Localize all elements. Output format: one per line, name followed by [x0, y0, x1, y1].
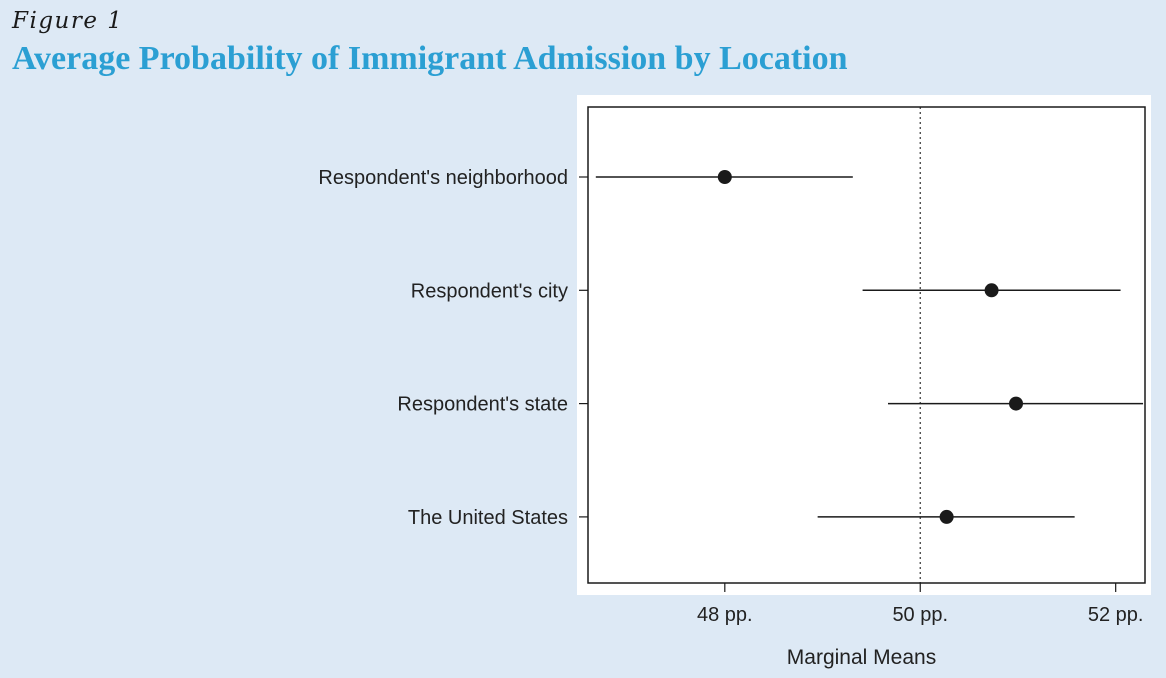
figure-label: Figure 1: [12, 8, 124, 34]
x-tick-label: 48 pp.: [697, 604, 753, 626]
plot-frame: [587, 106, 1146, 584]
y-tick-label: Respondent's neighborhood: [318, 167, 568, 189]
plot-background: [577, 95, 1151, 595]
point-estimate: [717, 170, 732, 184]
point-estimate: [939, 509, 954, 524]
point-estimate: [984, 283, 999, 298]
y-tick-label: Respondent's city: [411, 280, 568, 302]
point-estimate: [1009, 396, 1024, 411]
x-tick-label: 52 pp.: [1088, 604, 1144, 626]
data-marks: [595, 170, 1144, 524]
y-tick-label: The United States: [408, 507, 568, 529]
figure-title: Average Probability of Immigrant Admissi…: [12, 40, 848, 77]
x-tick-label: 50 pp.: [892, 604, 948, 626]
y-tick-label: Respondent's state: [397, 394, 568, 416]
y-axis: Respondent's neighborhood Respondent's ci…: [318, 167, 588, 529]
x-axis-title: Marginal Means: [787, 646, 936, 669]
x-axis: 48 pp. 50 pp. 52 pp.: [697, 583, 1143, 626]
